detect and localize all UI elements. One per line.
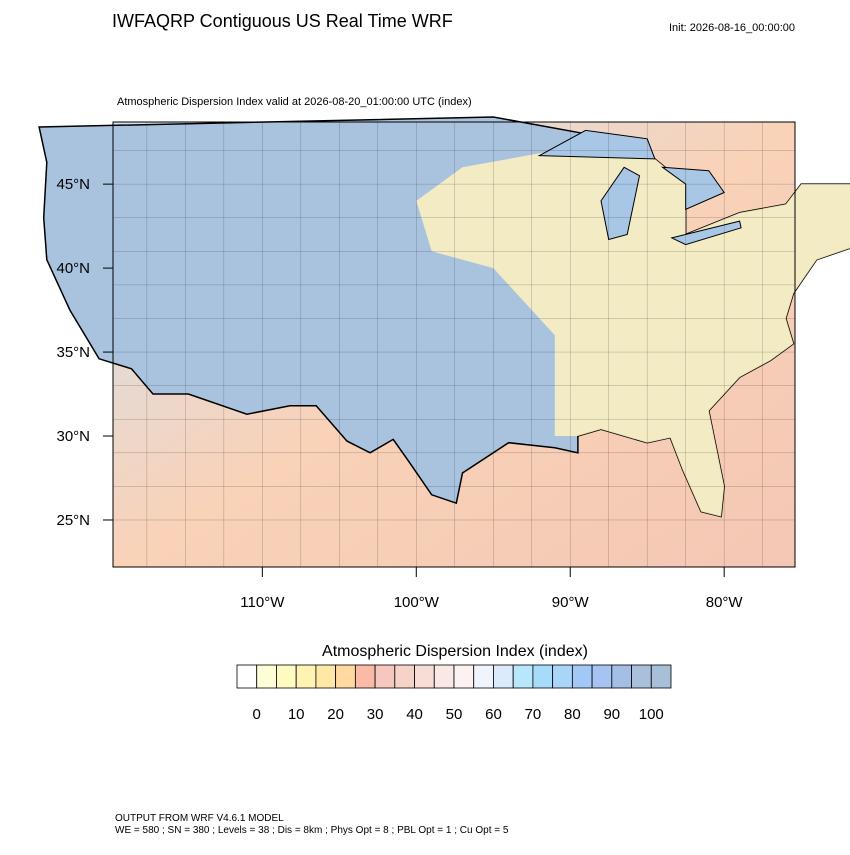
colorbar-box: [256, 664, 277, 689]
colorbar-label: 100: [639, 706, 664, 723]
colorbar-box: [571, 664, 593, 689]
colorbar-title: Atmospheric Dispersion Index (index): [322, 643, 588, 660]
init-time: Init: 2026-08-16_00:00:00: [669, 22, 795, 34]
subtitle: Atmospheric Dispersion Index valid at 20…: [117, 96, 472, 108]
lon-label: 100°W: [394, 594, 440, 611]
region-east: [416, 150, 850, 517]
colorbar-box: [315, 664, 337, 689]
colorbar-box: [552, 664, 573, 689]
lat-label: 35°N: [56, 344, 90, 361]
colorbar-box: [414, 664, 435, 689]
title: IWFAQRP Contiguous US Real Time WRF: [112, 11, 453, 31]
lat-label: 25°N: [56, 512, 90, 529]
colorbar: Atmospheric Dispersion Index (index) 0 10…: [236, 643, 672, 723]
lake: [660, 166, 725, 211]
lat-label: 30°N: [56, 428, 90, 445]
colorbar-box: [433, 664, 455, 689]
lon-label: 90°W: [552, 594, 590, 611]
lon-label: 80°W: [706, 594, 744, 611]
colorbar-label: 30: [367, 706, 384, 723]
colorbar-box: [532, 664, 554, 689]
colorbar-box: [335, 664, 356, 689]
colorbar-label: 20: [327, 706, 344, 723]
colorbar-box: [650, 664, 672, 689]
map-frame: [112, 121, 796, 568]
map: 110°W 100°W 90°W 80°W 45°N 40°N 35°N 30°N 25°N: [38, 116, 850, 611]
colorbar-box: [453, 664, 475, 689]
colorbar-label: 60: [485, 706, 502, 723]
colorbar-label: 90: [603, 706, 620, 723]
colorbar-box: [276, 664, 297, 689]
colorbar-label: 80: [564, 706, 581, 723]
colorbar-label: 40: [406, 706, 423, 723]
colorbar-label: 50: [446, 706, 463, 723]
footer-line: OUTPUT FROM WRF V4.6.1 MODEL: [115, 813, 284, 824]
colorbar-box: [611, 664, 632, 689]
colorbar-box: [374, 664, 396, 689]
colorbar-box: [236, 664, 258, 689]
colorbar-box: [473, 664, 494, 689]
colorbar-label: 70: [525, 706, 542, 723]
colorbar-box: [394, 664, 415, 689]
lake: [600, 166, 641, 241]
colorbar-label: 0: [253, 706, 261, 723]
lat-label: 40°N: [56, 260, 90, 277]
lon-label: 110°W: [240, 594, 285, 611]
colorbar-box: [295, 664, 317, 689]
colorbar-label: 10: [288, 706, 305, 723]
footer-line: WE = 580 ; SN = 380 ; Levels = 38 ; Dis …: [115, 825, 509, 836]
lake: [670, 220, 742, 246]
colorbar-box: [512, 664, 534, 689]
colorbar-box: [591, 664, 613, 689]
lat-label: 45°N: [56, 176, 90, 193]
colorbar-box: [631, 664, 652, 689]
colorbar-box: [493, 664, 514, 689]
colorbar-box: [354, 664, 376, 689]
